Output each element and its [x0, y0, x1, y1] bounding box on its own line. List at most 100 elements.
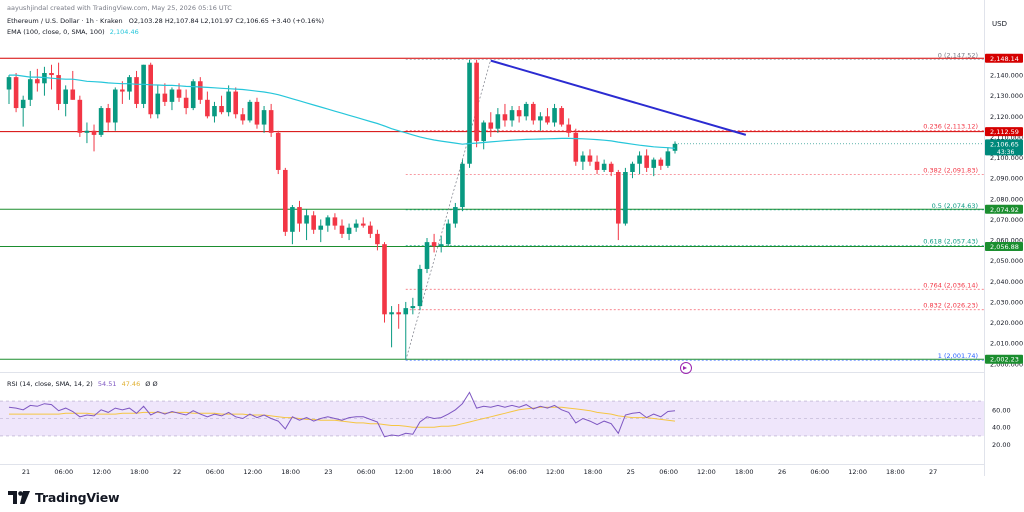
tradingview-logo[interactable]: TradingView [8, 488, 120, 506]
symbol-legend: Ethereum / U.S. Dollar · 1h · Kraken O2,… [7, 17, 324, 25]
price-axis-label-text: 2,148.14 [990, 55, 1019, 63]
candle-body [601, 163, 607, 170]
candle [49, 64, 54, 90]
time-tick-label: 12:00 [546, 468, 565, 476]
price-axis-label: 2,056.88 [985, 241, 1023, 251]
candle-body [70, 89, 76, 100]
candle-body [127, 77, 132, 92]
candle [332, 213, 338, 230]
candle [20, 95, 26, 127]
price-axis-label: 2,002.23 [985, 354, 1023, 364]
candle [644, 149, 649, 172]
candle-body [530, 103, 536, 121]
candle-body [247, 101, 253, 121]
time-tick-label: 26 [778, 468, 786, 476]
candle-body [467, 62, 472, 164]
price-axis-label-bg [985, 139, 1023, 156]
candle [155, 85, 161, 119]
time-tick-label: 18:00 [886, 468, 905, 476]
candle-body [339, 225, 345, 234]
time-tick-label: 06:00 [810, 468, 829, 476]
price-axis-label-text: 2,002.23 [990, 356, 1019, 364]
candle-body [56, 75, 61, 104]
candle [587, 149, 593, 166]
candle [601, 159, 607, 172]
rsi-tick-label: 40.00 [992, 424, 1011, 432]
candle [346, 223, 352, 241]
candle [212, 101, 217, 123]
candle-body [6, 77, 12, 90]
time-tick-label: 06:00 [357, 468, 376, 476]
candle [509, 106, 515, 127]
candle-body [325, 217, 331, 226]
candle-body [42, 73, 47, 84]
price-tick-label: 2,060.000 [990, 237, 1023, 245]
candle-body [651, 159, 657, 168]
replay-icon-ring [680, 362, 692, 374]
candle-body [112, 89, 118, 123]
rsi-ma-line [9, 406, 676, 428]
replay-icon[interactable] [680, 362, 692, 374]
price-axis-label-bg [985, 354, 1023, 364]
candle [56, 62, 61, 111]
candle-body [49, 73, 54, 76]
candle [445, 219, 451, 247]
time-tick-label: 25 [627, 468, 635, 476]
candle-body [240, 114, 246, 121]
candle-body [438, 244, 444, 247]
candle [35, 68, 40, 92]
price-axis-label-bg [985, 204, 1023, 214]
candle [460, 159, 465, 212]
candle-body [332, 217, 338, 226]
candle-body [176, 89, 182, 98]
price-tick-label: 2,100.000 [990, 154, 1023, 162]
price-tick-label: 2,080.000 [990, 195, 1023, 203]
rsi-legend[interactable]: RSI (14, close, SMA, 14, 2) 54.51 47.46 … [7, 380, 158, 388]
candle [134, 70, 139, 109]
tradingview-logo-text: TradingView [35, 489, 120, 505]
price-axis-label-text: 2,074.92 [990, 206, 1019, 214]
time-tick-label: 12:00 [697, 468, 716, 476]
candle [538, 112, 543, 131]
candle [70, 70, 76, 100]
candle-body [120, 89, 125, 92]
candle [120, 81, 125, 104]
replay-icon-glyph [683, 366, 687, 370]
candle-body [431, 242, 437, 247]
candle [42, 66, 47, 96]
candle [105, 103, 111, 131]
candle-body [616, 172, 621, 224]
price-tick-label: 2,010.000 [990, 340, 1023, 348]
ema-legend[interactable]: EMA (100, close, 0, SMA, 100) 2,104.46 [7, 28, 139, 36]
candle-body [410, 306, 416, 309]
candle [240, 108, 246, 125]
candle [176, 83, 182, 102]
ohlc-values: O2,103.28 H2,107.84 L2,101.97 C2,106.65 … [128, 17, 325, 25]
candle [339, 219, 345, 238]
price-axis-label: 2,148.14 [985, 53, 1023, 63]
price-axis-ticks: 2,000.000 2,010.000 2,020.000 2,030.000 2,04… [990, 72, 1023, 369]
candle [424, 238, 430, 274]
candle [304, 209, 309, 241]
trendline [490, 59, 747, 136]
time-tick-label: 12:00 [848, 468, 867, 476]
candle [658, 157, 664, 170]
fib-level-label: 0 (2,147.52) [938, 52, 978, 60]
candle [396, 304, 401, 329]
candle [368, 221, 373, 238]
candle [637, 151, 642, 175]
currency-label: USD [992, 20, 1007, 28]
fib-level-label: 0.832 (2,026.23) [923, 302, 978, 310]
candle-body [573, 132, 579, 162]
symbol-name: Ethereum / U.S. Dollar · 1h · Kraken [7, 17, 123, 25]
candle-body [311, 215, 316, 230]
time-axis-ticks: 21 06:00 12:00 18:00 22 06:00 12:00 18:00 23 06:0… [22, 468, 937, 476]
candle-body [254, 101, 260, 125]
price-tick-label: 2,090.000 [990, 175, 1023, 183]
rsi-extra: Ø Ø [145, 380, 158, 388]
candle [233, 87, 239, 119]
time-tick-label: 27 [929, 468, 937, 476]
candle [403, 301, 409, 360]
